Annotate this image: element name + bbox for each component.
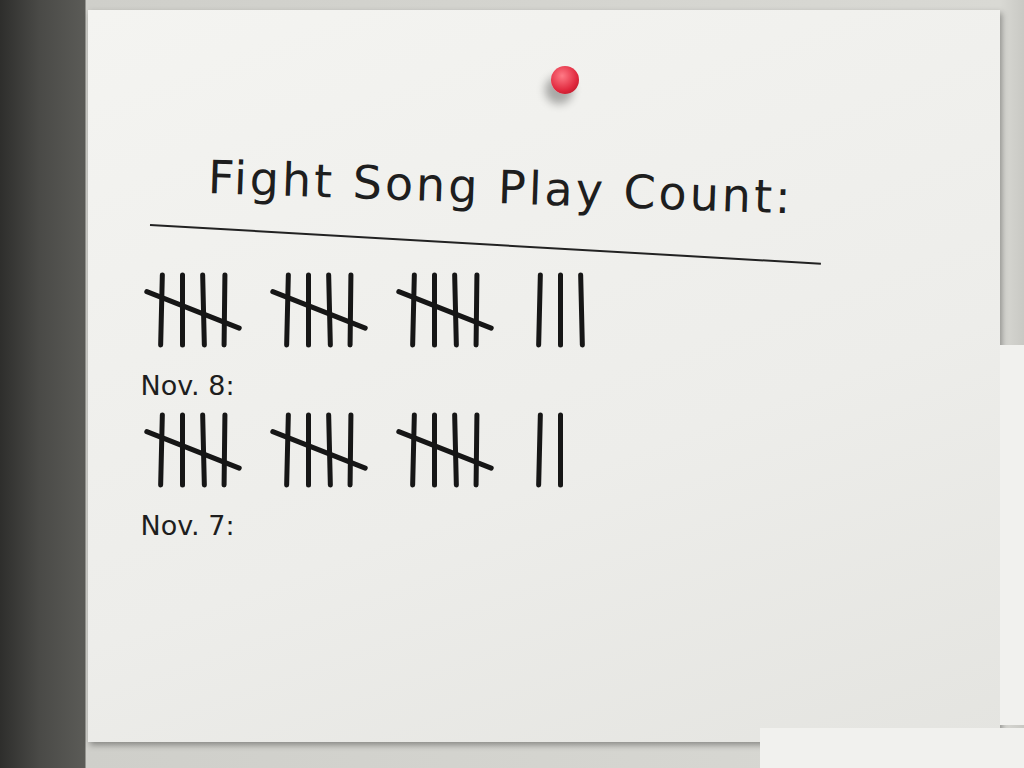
svg-text:Nov. 8:: Nov. 8: [141,370,235,401]
svg-text:Nov. 7:: Nov. 7: [141,510,235,541]
html-text:Fight Song Play Count:: Fight Song Play Count: [207,150,795,225]
